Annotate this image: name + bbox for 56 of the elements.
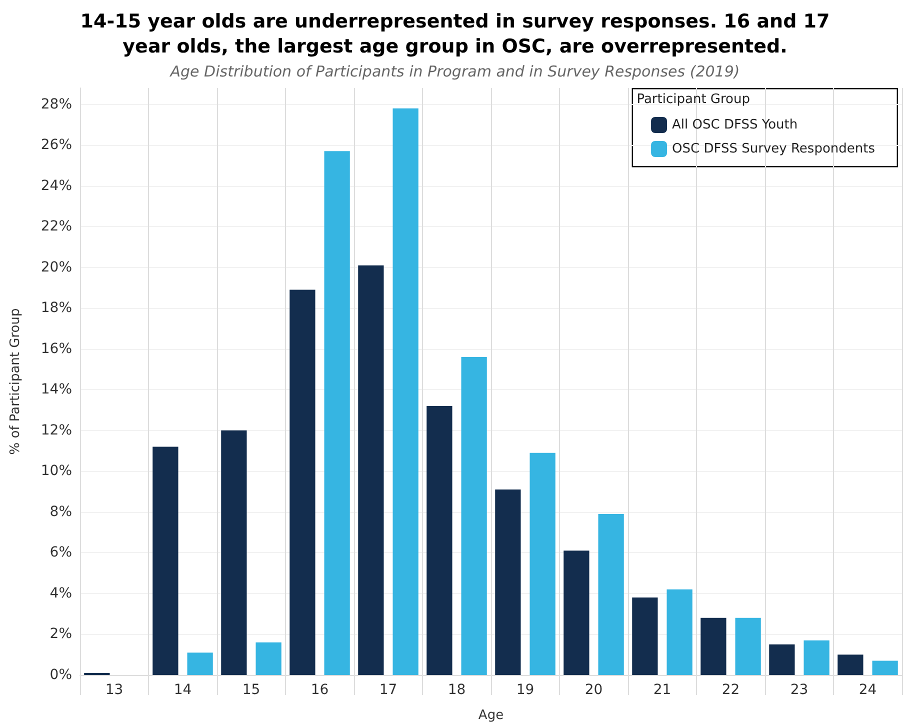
x-tick-label: 22 — [722, 682, 740, 698]
bar — [769, 644, 795, 675]
x-tick-label: 23 — [790, 682, 808, 698]
x-tick-label: 21 — [653, 682, 672, 698]
chart-subtitle: Age Distribution of Participants in Program and in Survey Responses (2019) — [169, 62, 740, 80]
bar — [495, 490, 521, 675]
bar — [838, 654, 864, 675]
x-tick-label: 17 — [379, 682, 398, 698]
bar — [256, 642, 282, 675]
bar — [426, 406, 452, 675]
y-tick-label: 24% — [40, 178, 72, 194]
bar — [564, 550, 590, 675]
bar — [666, 589, 692, 675]
y-tick-label: 2% — [50, 626, 72, 642]
legend-label: OSC DFSS Survey Respondents — [672, 142, 876, 156]
x-tick-label: 16 — [310, 682, 329, 698]
bar — [530, 452, 556, 675]
y-tick-label: 16% — [40, 340, 72, 357]
bar — [700, 618, 726, 675]
bar — [872, 660, 898, 675]
y-axis-title: % of Participant Group — [8, 308, 23, 455]
y-tick-label: 10% — [40, 463, 72, 480]
y-tick-label: 18% — [40, 300, 72, 316]
y-tick-label: 26% — [40, 137, 72, 154]
y-tick-label: 6% — [50, 544, 72, 561]
y-tick-label: 12% — [40, 422, 72, 438]
bar — [290, 290, 316, 675]
y-tick-label: 4% — [50, 585, 72, 602]
chart-title: 14-15 year olds are underrepresented in survey responses. 16 and 17 year olds, the largest age group in OSC, are overrepresented. — [80, 10, 830, 58]
y-tick-label: 28% — [40, 96, 72, 112]
bar — [221, 430, 247, 675]
x-axis-title: Age — [478, 708, 504, 723]
x-tick-label: 24 — [858, 682, 877, 698]
x-tick-label: 15 — [242, 682, 260, 698]
y-tick-label: 8% — [50, 504, 72, 520]
legend-label: All OSC DFSS Youth — [672, 118, 798, 132]
bar — [187, 652, 213, 675]
x-tick-label: 20 — [584, 682, 603, 698]
y-tick-label: 14% — [40, 382, 72, 398]
x-tick-label: 14 — [174, 682, 192, 698]
bar — [324, 151, 350, 675]
x-tick-label: 19 — [516, 682, 534, 698]
bar — [392, 108, 418, 675]
bar — [804, 640, 830, 675]
legend-title: Participant Group — [636, 92, 750, 107]
y-tick-label: 20% — [40, 259, 72, 276]
bar — [632, 598, 658, 675]
bar — [735, 618, 761, 675]
bar — [461, 357, 487, 675]
x-tick-label: 18 — [448, 682, 466, 698]
bar — [152, 446, 178, 675]
y-tick-label: 0% — [50, 667, 72, 683]
y-tick-label: 22% — [40, 218, 72, 235]
bar — [358, 265, 384, 675]
x-tick-label: 13 — [105, 682, 124, 698]
bar — [598, 514, 624, 675]
